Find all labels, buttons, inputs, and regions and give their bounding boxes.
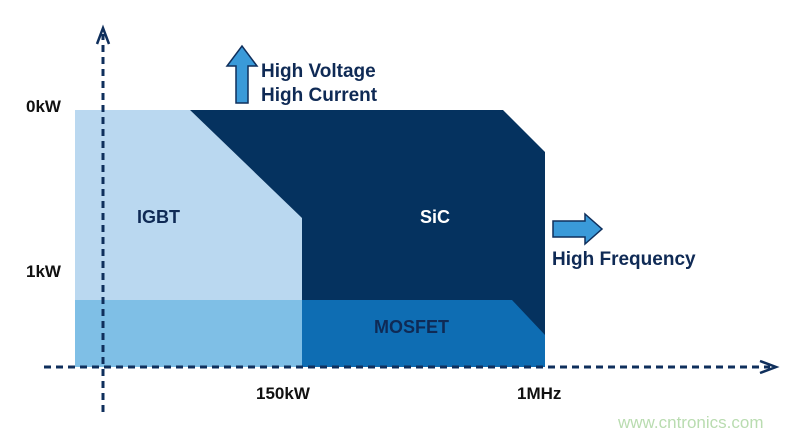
right-arrow-label: High Frequency bbox=[552, 249, 696, 270]
y-label-mid: 1kW bbox=[26, 262, 62, 281]
right-arrow-icon bbox=[552, 212, 604, 246]
igbt-region bbox=[75, 110, 302, 300]
x-label-mid: 150kW bbox=[256, 384, 311, 403]
region-label-igbt: IGBT bbox=[137, 207, 180, 227]
region-label-sic: SiC bbox=[420, 207, 450, 227]
up-arrow-label-line1: High Voltage bbox=[261, 61, 376, 82]
x-label-right: 1MHz bbox=[517, 384, 561, 403]
up-arrow-icon bbox=[225, 44, 259, 104]
x-axis-arrowhead bbox=[759, 359, 780, 375]
low-power-band bbox=[75, 300, 302, 367]
region-label-mosfet: MOSFET bbox=[374, 317, 449, 337]
y-axis-arrowhead bbox=[95, 24, 111, 45]
y-label-top: 0kW bbox=[26, 97, 62, 116]
watermark: www.cntronics.com bbox=[617, 413, 763, 432]
up-arrow-label-line2: High Current bbox=[261, 85, 378, 106]
mosfet-region bbox=[302, 300, 545, 367]
